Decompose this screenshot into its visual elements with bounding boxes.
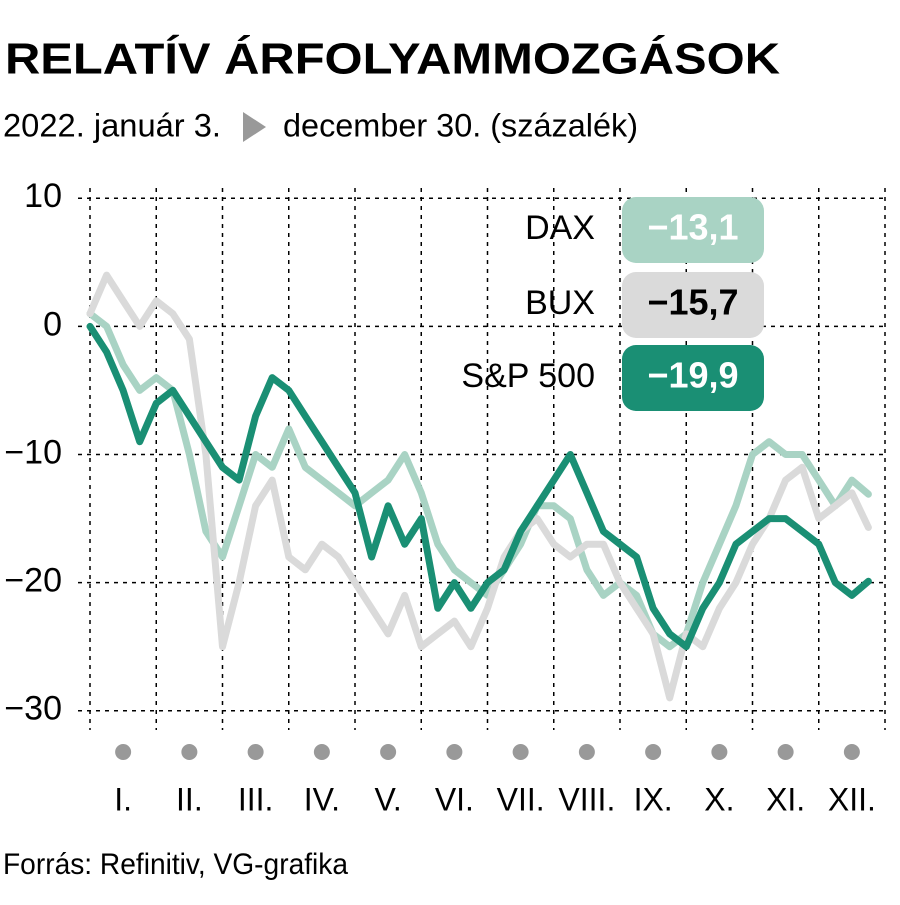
month-dot <box>645 744 662 760</box>
source: Forrás: Refinitiv, VG-grafika <box>3 848 348 881</box>
x-tick-label: VII. <box>497 781 545 817</box>
month-dot <box>843 744 860 760</box>
x-tick-label: XII. <box>828 781 876 817</box>
legend-box <box>622 345 764 411</box>
y-tick-label: −30 <box>4 690 62 728</box>
y-tick-label: 10 <box>24 177 62 215</box>
legend-label: S&P 500 <box>461 357 595 395</box>
legend-value: −19,9 <box>647 355 738 396</box>
x-tick-label: I. <box>114 781 132 817</box>
month-dot <box>115 744 132 760</box>
subtitle-start: 2022. január 3. <box>3 107 221 143</box>
legend-value: −13,1 <box>647 207 738 248</box>
legend-label: BUX <box>525 284 595 322</box>
subtitle-end: december 30. (százalék) <box>283 107 638 143</box>
x-tick-label: X. <box>704 781 734 817</box>
x-tick-label: VIII. <box>558 781 615 817</box>
legend-box <box>622 197 764 263</box>
y-tick-label: 0 <box>43 305 62 343</box>
series-line <box>86 271 872 702</box>
chart-title: RELATÍV ÁRFOLYAMMOZGÁSOK <box>5 34 780 84</box>
x-tick-label: II. <box>176 781 203 817</box>
x-tick-label: IV. <box>304 781 340 817</box>
series-line <box>86 322 872 651</box>
month-dot <box>313 744 330 760</box>
y-tick-label: −10 <box>4 433 62 471</box>
x-tick-label: III. <box>238 781 274 817</box>
month-dot <box>247 744 264 760</box>
month-dot <box>578 744 595 760</box>
y-tick-label: −20 <box>4 562 62 600</box>
month-dot <box>777 744 794 760</box>
month-dot <box>512 744 529 760</box>
arrow-icon <box>243 112 266 142</box>
x-tick-label: XI. <box>766 781 805 817</box>
x-tick-label: VI. <box>435 781 474 817</box>
legend-label: DAX <box>525 209 595 247</box>
legend-value: −15,7 <box>647 282 738 323</box>
x-tick-label: IX. <box>634 781 673 817</box>
month-dot <box>446 744 463 760</box>
month-dot <box>711 744 728 760</box>
x-tick-label: V. <box>374 781 401 817</box>
month-dot <box>380 744 397 760</box>
month-dot <box>181 744 198 760</box>
legend-box <box>622 272 764 338</box>
